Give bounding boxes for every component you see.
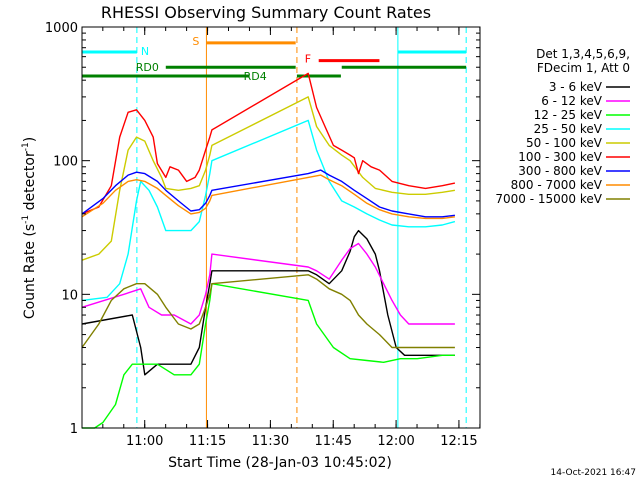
axis-layer: 1 10 100 1000 11:00 11:15 11:30 11:45 12:00 12:15 — [45, 21, 481, 449]
series-line-4 — [81, 119, 456, 302]
x-tick-label-6: 12:15 — [440, 434, 477, 449]
legend-label-3: 12 - 25 keV — [534, 108, 603, 122]
plot-frame — [81, 26, 481, 429]
x-tick-label-2: 11:15 — [189, 434, 226, 449]
legend: Det 1,3,4,5,6,9,FDecim 1, Att 0 3 - 6 keV… — [495, 47, 630, 206]
annotation-label-rd0: RD0 — [136, 61, 159, 74]
footer-timestamp: 14-Oct-2021 16:47 — [551, 468, 636, 478]
x-tick-label-5: 12:00 — [377, 434, 414, 449]
legend-label-4: 25 - 50 keV — [534, 122, 603, 136]
x-axis-label: Start Time (28-Jan-03 10:45:02) — [168, 455, 392, 471]
annotation-label-f: F — [305, 53, 311, 66]
y-axis-label: Count Rate (s-1 detector-1) — [21, 137, 38, 319]
legend-label-5: 50 - 100 keV — [526, 136, 603, 150]
x-tick-label-4: 11:45 — [315, 434, 352, 449]
legend-label-9: 7000 - 15000 keV — [495, 192, 602, 206]
data-layer: N S F RD0 RD4 — [81, 27, 467, 429]
series-line-3 — [82, 283, 455, 429]
series-line-9 — [81, 274, 455, 349]
chart-title: RHESSI Observing Summary Count Rates — [101, 3, 431, 22]
legend-label-8: 800 - 7000 keV — [511, 178, 603, 192]
annotation-label-s: S — [192, 35, 199, 48]
y-tick-label-1: 1 — [70, 422, 78, 437]
y-tick-label-4: 1000 — [45, 21, 78, 36]
legend-header-2: FDecim 1, Att 0 — [537, 61, 630, 75]
x-tick-label-3: 11:30 — [252, 434, 289, 449]
series-line-7 — [81, 169, 455, 218]
legend-label-2: 6 - 12 keV — [541, 94, 603, 108]
y-tick-label-3: 100 — [53, 155, 78, 170]
legend-label-1: 3 - 6 keV — [549, 80, 603, 94]
series-line-1 — [81, 229, 455, 376]
annotation-label-rd4: RD4 — [244, 70, 267, 83]
series-line-5 — [81, 96, 456, 261]
series-line-6 — [81, 72, 456, 215]
series-line-2 — [81, 242, 455, 325]
legend-label-7: 300 - 800 keV — [518, 164, 602, 178]
legend-header-1: Det 1,3,4,5,6,9, — [536, 47, 630, 61]
legend-label-6: 100 - 300 keV — [518, 150, 602, 164]
series-line-8 — [81, 174, 455, 220]
y-tick-label-2: 10 — [61, 288, 78, 303]
x-tick-label-1: 11:00 — [126, 434, 163, 449]
annotation-label-n: N — [141, 45, 149, 58]
